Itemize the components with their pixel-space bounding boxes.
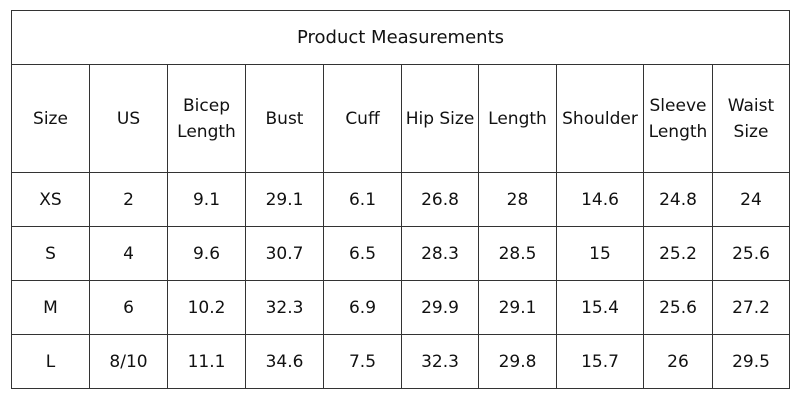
cell: 26.8 [401, 172, 479, 227]
cell: 27.2 [712, 280, 790, 335]
cell: 29.1 [478, 280, 557, 335]
data-row: S 4 9.6 30.7 6.5 28.3 28.5 15 25.2 25.6 [11, 226, 790, 281]
cell: 15 [556, 226, 644, 281]
cell: 24 [712, 172, 790, 227]
cell: 8/10 [89, 334, 168, 389]
column-header: Bicep Length [167, 64, 246, 173]
column-header: Size [11, 64, 90, 173]
cell: 28.3 [401, 226, 479, 281]
cell: 26 [643, 334, 713, 389]
cell: 10.2 [167, 280, 246, 335]
column-header: Hip Size [401, 64, 479, 173]
cell: 32.3 [401, 334, 479, 389]
data-row: M 6 10.2 32.3 6.9 29.9 29.1 15.4 25.6 27.2 [11, 280, 790, 335]
cell: 28 [478, 172, 557, 227]
cell: S [11, 226, 90, 281]
cell: 29.8 [478, 334, 557, 389]
data-row: XS 2 9.1 29.1 6.1 26.8 28 14.6 24.8 24 [11, 172, 790, 227]
column-header: Length [478, 64, 557, 173]
table-body: Product Measurements Size US Bicep Length B… [11, 10, 790, 389]
cell: 34.6 [245, 334, 324, 389]
cell: 32.3 [245, 280, 324, 335]
cell: 29.5 [712, 334, 790, 389]
column-header: Waist Size [712, 64, 790, 173]
cell: 7.5 [323, 334, 402, 389]
column-header: Shoulder [556, 64, 644, 173]
cell: 9.1 [167, 172, 246, 227]
cell: 29.1 [245, 172, 324, 227]
cell: L [11, 334, 90, 389]
cell: 6.1 [323, 172, 402, 227]
cell: 6.5 [323, 226, 402, 281]
cell: 24.8 [643, 172, 713, 227]
cell: 25.6 [643, 280, 713, 335]
column-header: Sleeve Length [643, 64, 713, 173]
cell: 15.4 [556, 280, 644, 335]
measurement-table: Product Measurements Size US Bicep Length B… [11, 10, 790, 389]
cell: 15.7 [556, 334, 644, 389]
column-header: Cuff [323, 64, 402, 173]
cell: 28.5 [478, 226, 557, 281]
cell: 25.6 [712, 226, 790, 281]
column-header: Bust [245, 64, 324, 173]
cell: XS [11, 172, 90, 227]
title-row: Product Measurements [11, 10, 790, 65]
cell: 30.7 [245, 226, 324, 281]
cell: 4 [89, 226, 168, 281]
column-header: US [89, 64, 168, 173]
table-title: Product Measurements [11, 10, 790, 65]
cell: 14.6 [556, 172, 644, 227]
cell: 6.9 [323, 280, 402, 335]
header-row: Size US Bicep Length Bust Cuff Hip Size Length… [11, 64, 790, 173]
cell: 11.1 [167, 334, 246, 389]
cell: 9.6 [167, 226, 246, 281]
cell: M [11, 280, 90, 335]
cell: 6 [89, 280, 168, 335]
cell: 29.9 [401, 280, 479, 335]
data-row: L 8/10 11.1 34.6 7.5 32.3 29.8 15.7 26 29.5 [11, 334, 790, 389]
cell: 25.2 [643, 226, 713, 281]
cell: 2 [89, 172, 168, 227]
